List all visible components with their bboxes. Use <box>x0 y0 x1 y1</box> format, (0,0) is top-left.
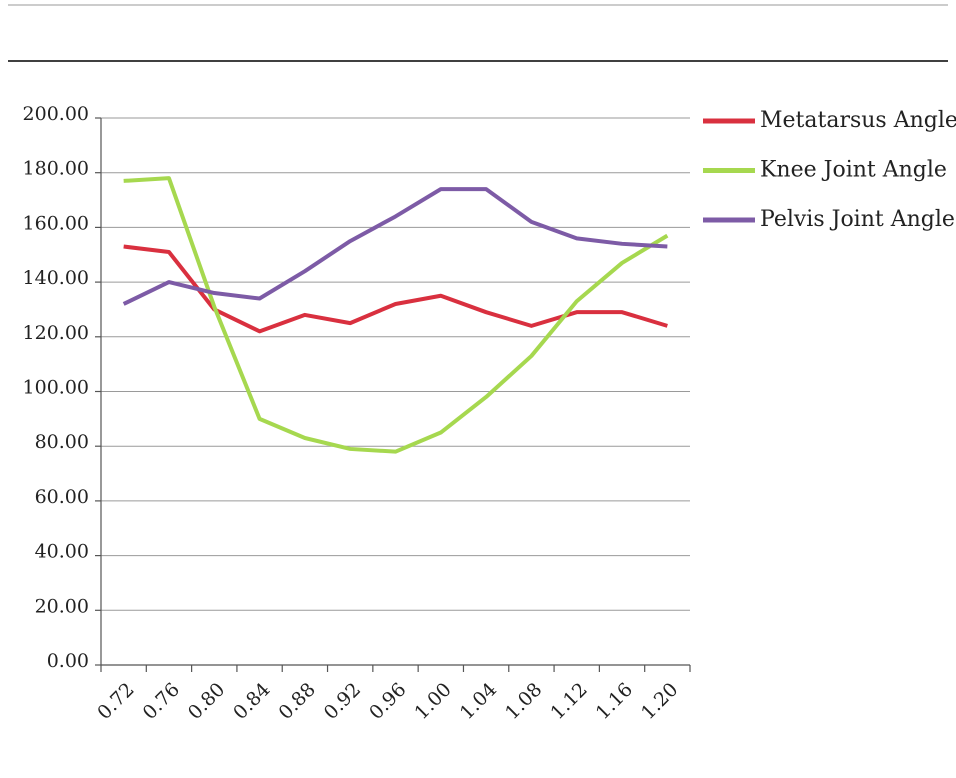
x-tick-label: 0.88 <box>274 679 319 724</box>
x-tick-label: 0.92 <box>320 679 365 724</box>
legend-label: Pelvis Joint Angle <box>760 207 955 232</box>
legend-label: Metatarsus Angle <box>760 108 956 133</box>
y-tick-label: 80.00 <box>35 431 89 453</box>
series-line <box>123 176 669 454</box>
x-tick-label: 0.96 <box>365 679 410 724</box>
y-tick-label: 40.00 <box>35 541 89 563</box>
y-tick-label: 200.00 <box>23 103 89 125</box>
x-tick-label: 0.72 <box>93 679 138 724</box>
x-tick-label: 1.04 <box>456 679 501 724</box>
y-tick-label: 60.00 <box>35 486 89 508</box>
y-tick-label: 160.00 <box>23 212 89 234</box>
y-tick-label: 120.00 <box>23 322 89 344</box>
x-tick-label: 1.20 <box>637 679 682 724</box>
x-tick-label: 1.08 <box>501 679 546 724</box>
series-line <box>122 187 668 306</box>
x-tick-label: 1.12 <box>546 679 591 724</box>
y-tick-label: 180.00 <box>23 158 89 180</box>
y-tick-label: 0.00 <box>47 650 89 672</box>
x-tick-label: 0.76 <box>139 679 184 724</box>
x-tick-label: 1.00 <box>410 679 455 724</box>
y-tick-label: 100.00 <box>23 377 89 399</box>
legend-label: Knee Joint Angle <box>760 158 947 183</box>
y-tick-label: 140.00 <box>23 267 89 289</box>
x-tick-label: 0.80 <box>184 679 229 724</box>
x-tick-label: 1.16 <box>592 679 637 724</box>
x-tick-label: 0.84 <box>229 679 274 724</box>
y-tick-label: 20.00 <box>35 595 89 617</box>
